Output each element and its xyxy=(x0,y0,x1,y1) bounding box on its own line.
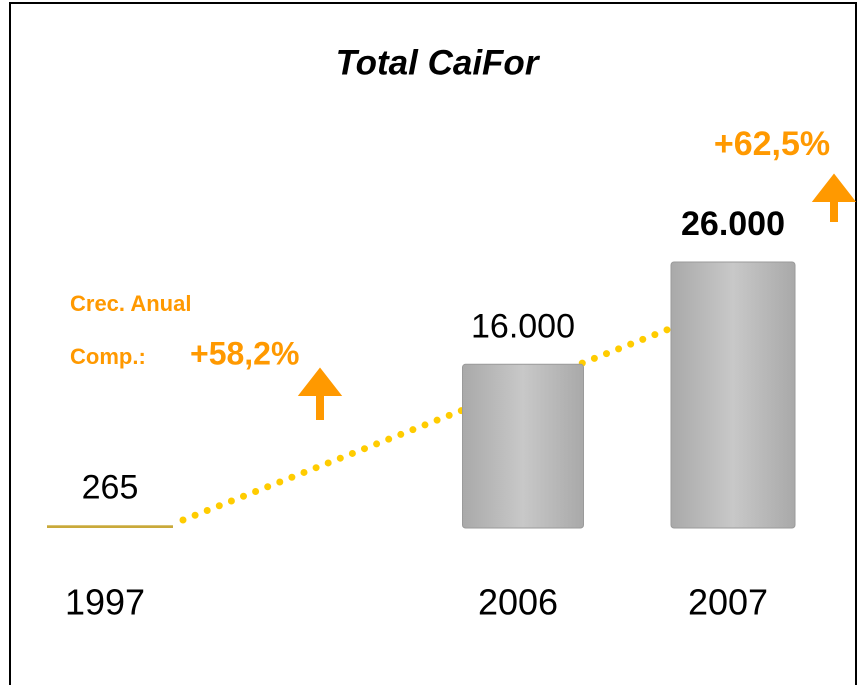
value-label: 16.000 xyxy=(471,307,575,345)
x-tick-label: 1997 xyxy=(65,582,145,623)
annotation: Crec. Anual xyxy=(70,291,191,316)
annotation: +62,5% xyxy=(714,125,830,163)
trend-arrow xyxy=(179,284,768,524)
bar xyxy=(670,261,796,529)
x-tick-label: 2007 xyxy=(688,582,768,623)
up-arrow xyxy=(811,173,857,222)
annotation: Comp.: xyxy=(70,344,146,369)
up-arrow xyxy=(297,367,343,420)
chart-title: Total CaiFor xyxy=(336,43,541,82)
frame xyxy=(9,2,857,690)
value-label: 265 xyxy=(82,468,139,506)
annotation: +58,2% xyxy=(190,335,299,371)
value-label: 26.000 xyxy=(681,205,785,243)
x-tick-label: 2006 xyxy=(478,582,558,623)
bar xyxy=(47,525,173,528)
bar xyxy=(462,363,584,529)
